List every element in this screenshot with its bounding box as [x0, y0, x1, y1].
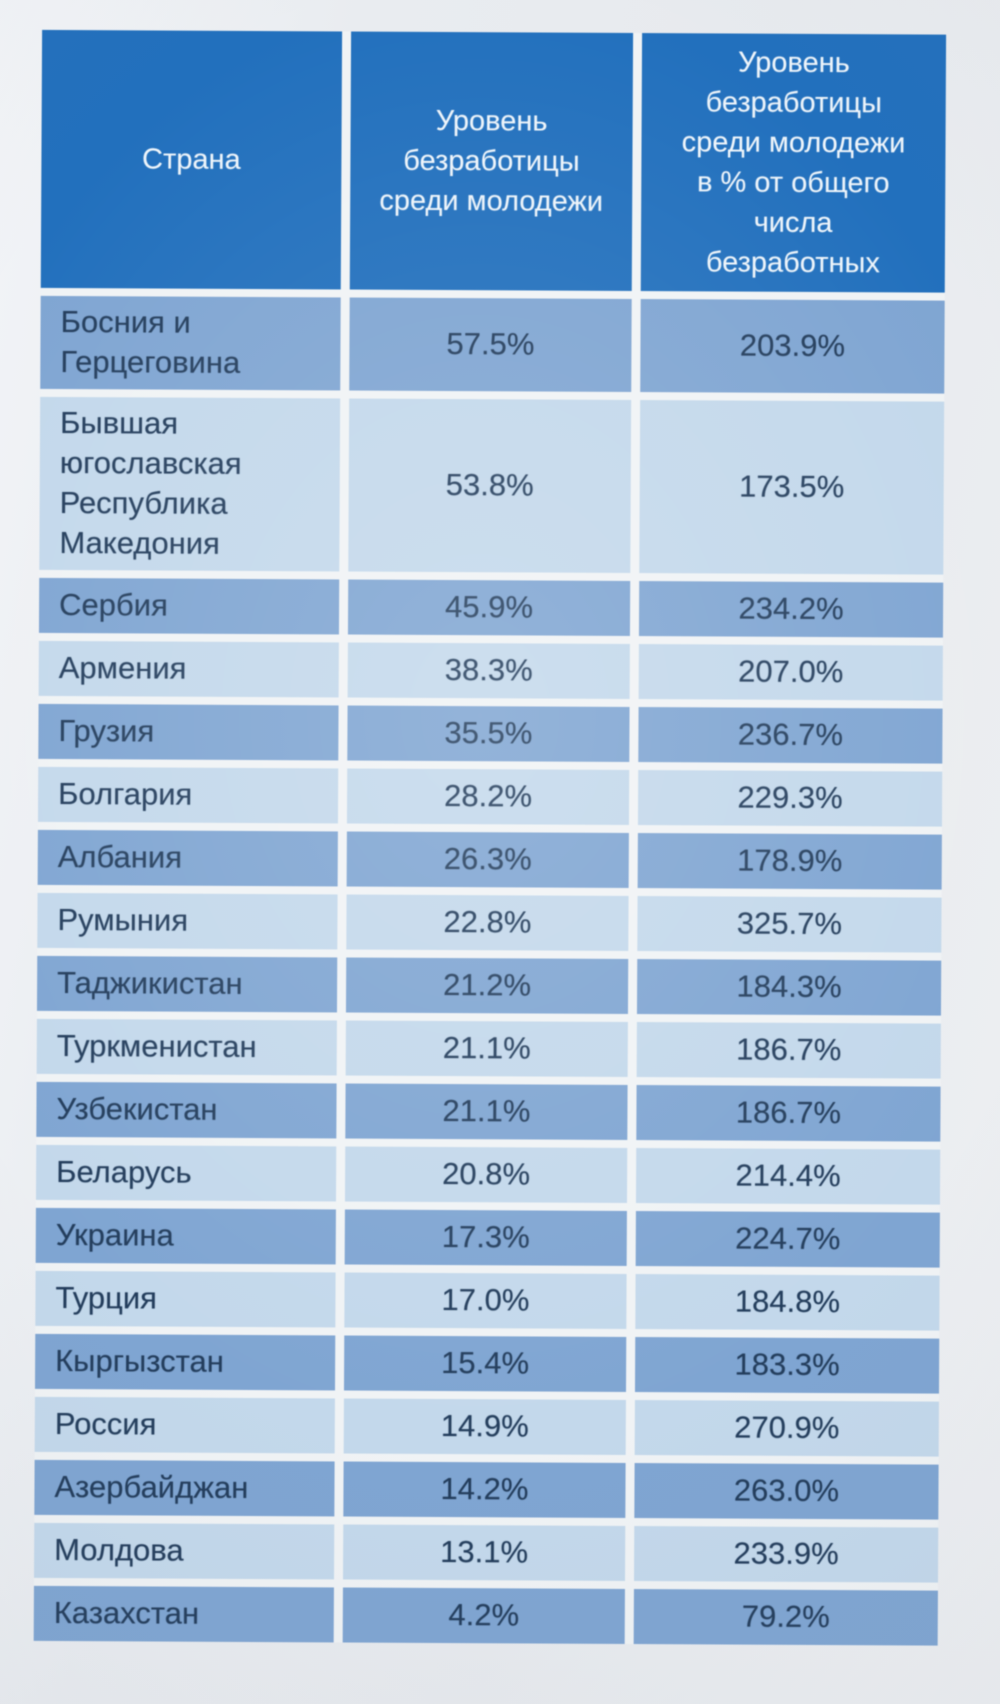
- country-cell: Беларусь: [35, 1144, 337, 1202]
- table-row: Азербайджан 14.2% 263.0%: [34, 1459, 939, 1520]
- share-of-total-cell: 184.3%: [636, 958, 942, 1016]
- share-of-total-cell: 207.0%: [638, 643, 943, 701]
- youth-unemployment-cell: 38.3%: [347, 642, 630, 699]
- youth-unemployment-cell: 57.5%: [349, 297, 632, 392]
- share-of-total-cell: 233.9%: [633, 1525, 939, 1583]
- share-of-total-cell: 214.4%: [635, 1147, 941, 1205]
- share-of-total-cell: 79.2%: [633, 1588, 938, 1646]
- table-row: Туркменистан 21.1% 186.7%: [36, 1018, 941, 1079]
- table-row: Беларусь 20.8% 214.4%: [35, 1144, 941, 1205]
- share-of-total-cell: 234.2%: [638, 580, 944, 638]
- country-cell: Сербия: [38, 577, 340, 635]
- youth-unemployment-cell: 22.8%: [346, 894, 629, 951]
- youth-unemployment-cell: 14.2%: [343, 1461, 626, 1518]
- share-of-total-cell: 270.9%: [634, 1399, 939, 1457]
- table-row: Бывшая югославская Республика Македония …: [39, 396, 945, 575]
- youth-unemployment-cell: 17.3%: [344, 1209, 627, 1266]
- table-row: Албания 26.3% 178.9%: [37, 829, 942, 890]
- country-cell: Азербайджан: [34, 1459, 335, 1517]
- youth-unemployment-cell: 15.4%: [343, 1335, 627, 1392]
- unemployment-table: Страна Уровень безработицы среди молодеж…: [33, 29, 947, 1646]
- table-row: Кыргызстан 15.4% 183.3%: [34, 1333, 940, 1394]
- table-row: Румыния 22.8% 325.7%: [37, 892, 942, 953]
- country-cell: Украина: [35, 1207, 336, 1265]
- youth-unemployment-cell: 21.2%: [345, 957, 629, 1014]
- country-cell: Армения: [38, 640, 339, 698]
- table-row: Болгария 28.2% 229.3%: [37, 766, 943, 827]
- table-header-row: Страна Уровень безработицы среди молодеж…: [40, 29, 947, 293]
- country-cell: Болгария: [37, 766, 339, 824]
- table-row: Таджикистан 21.2% 184.3%: [36, 955, 942, 1016]
- youth-unemployment-cell: 45.9%: [347, 579, 631, 636]
- country-cell: Босния и Герцеговина: [40, 295, 341, 391]
- table-row: Молдова 13.1% 233.9%: [34, 1522, 939, 1583]
- youth-unemployment-cell: 21.1%: [345, 1020, 628, 1077]
- column-header-youth-unemployment: Уровень безработицы среди молодежи: [349, 31, 634, 291]
- share-of-total-cell: 224.7%: [635, 1210, 940, 1268]
- country-cell: Узбекистан: [36, 1081, 337, 1139]
- youth-unemployment-cell: 20.8%: [344, 1146, 628, 1203]
- table-row: Турция 17.0% 184.8%: [35, 1270, 940, 1331]
- share-of-total-cell: 178.9%: [637, 832, 942, 890]
- table-row: Армения 38.3% 207.0%: [38, 640, 943, 701]
- country-cell: Румыния: [37, 892, 338, 950]
- share-of-total-cell: 184.8%: [635, 1273, 940, 1331]
- share-of-total-cell: 186.7%: [636, 1084, 941, 1142]
- country-cell: Кыргызстан: [34, 1333, 336, 1391]
- country-cell: Албания: [37, 829, 338, 887]
- youth-unemployment-cell: 14.9%: [343, 1398, 626, 1455]
- country-cell: Молдова: [34, 1522, 335, 1580]
- share-of-total-cell: 183.3%: [634, 1336, 940, 1394]
- country-cell: Бывшая югославская Республика Македония: [39, 396, 341, 572]
- youth-unemployment-cell: 13.1%: [342, 1524, 626, 1581]
- share-of-total-cell: 263.0%: [634, 1462, 939, 1520]
- table-row: Россия 14.9% 270.9%: [34, 1396, 939, 1457]
- youth-unemployment-cell: 53.8%: [348, 398, 632, 573]
- youth-unemployment-cell: 35.5%: [347, 705, 630, 762]
- youth-unemployment-cell: 4.2%: [342, 1587, 625, 1644]
- youth-unemployment-cell: 26.3%: [346, 831, 629, 888]
- table-row: Босния и Герцеговина 57.5% 203.9%: [40, 295, 945, 394]
- table-row: Грузия 35.5% 236.7%: [38, 703, 943, 764]
- country-cell: Грузия: [38, 703, 339, 761]
- country-cell: Казахстан: [33, 1585, 334, 1643]
- table-row: Украина 17.3% 224.7%: [35, 1207, 940, 1268]
- share-of-total-cell: 186.7%: [636, 1021, 941, 1079]
- youth-unemployment-cell: 17.0%: [344, 1272, 627, 1329]
- table-row: Сербия 45.9% 234.2%: [38, 577, 944, 638]
- column-header-country: Страна: [40, 29, 343, 290]
- table-row: Казахстан 4.2% 79.2%: [33, 1585, 938, 1646]
- country-cell: Турция: [35, 1270, 336, 1328]
- country-cell: Таджикистан: [36, 955, 338, 1013]
- share-of-total-cell: 203.9%: [640, 299, 945, 394]
- youth-unemployment-cell: 28.2%: [346, 768, 630, 825]
- share-of-total-cell: 325.7%: [637, 895, 942, 953]
- share-of-total-cell: 173.5%: [639, 399, 945, 575]
- share-of-total-cell: 236.7%: [638, 706, 943, 764]
- column-header-share-of-total: Уровень безработицы среди молодежи в % о…: [640, 33, 947, 293]
- country-cell: Россия: [34, 1396, 335, 1454]
- youth-unemployment-cell: 21.1%: [345, 1083, 628, 1140]
- table-row: Узбекистан 21.1% 186.7%: [36, 1081, 941, 1142]
- country-cell: Туркменистан: [36, 1018, 337, 1076]
- share-of-total-cell: 229.3%: [637, 769, 943, 827]
